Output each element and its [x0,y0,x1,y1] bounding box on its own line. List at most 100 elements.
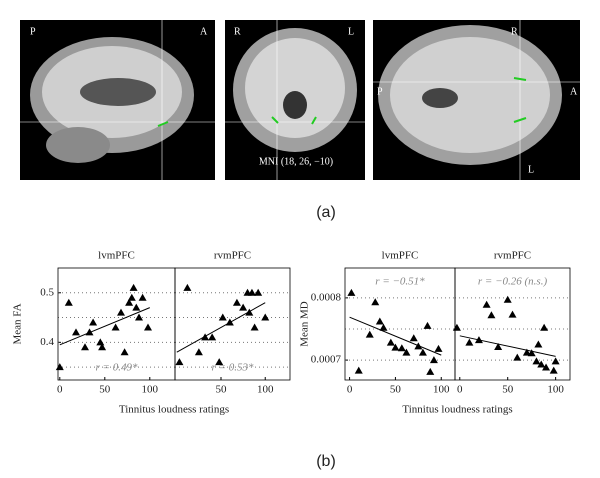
y-tick-label: 0.0008 [311,291,342,303]
annotation: r = 0.53* [212,362,254,374]
orientation-label: R [511,26,518,37]
point [55,363,64,371]
point [127,293,136,301]
point [487,311,496,319]
point [418,348,427,356]
point [540,323,549,331]
point [482,300,491,308]
coronal-image [225,20,365,180]
point [194,348,203,356]
axial-image [373,20,580,180]
point [386,338,395,346]
panel-title: rvmPFC [214,250,251,262]
annotation: r = 0.49* [96,362,138,374]
x-tick-label: 100 [433,384,450,396]
point [426,367,435,375]
point [397,344,406,352]
point [183,283,192,291]
orientation-label: L [528,164,534,175]
x-axis-label: Tinnitus loudness ratings [119,404,229,416]
point [135,313,143,321]
point [81,343,89,351]
point [239,303,248,311]
panel-frame [454,267,571,381]
orientation-label: R [234,26,241,37]
x-tick-label: 0 [347,384,353,396]
point [423,321,432,329]
point [527,349,536,357]
sagittal-image [20,20,215,180]
point [261,313,270,321]
x-tick-label: 100 [257,384,274,396]
point [434,344,443,352]
point [551,357,560,365]
y-tick-label: 0.0007 [311,354,342,366]
point [534,340,543,348]
y-axis-label: Mean MD [299,301,311,347]
coordinates: MNI (18, 26, −10) [259,156,333,167]
point [522,348,531,356]
point [129,283,138,291]
point [250,323,259,331]
point [391,343,400,351]
panel-title: lvmPFC [98,250,135,262]
x-tick-label: 0 [457,384,463,396]
point [354,366,363,374]
orientation-label: A [570,86,578,97]
x-tick-label: 50 [502,384,514,396]
point [371,298,380,306]
point [549,366,558,374]
point [537,360,546,368]
point [542,363,551,371]
x-tick-label: 50 [390,384,402,396]
point [247,288,256,296]
point [96,338,105,346]
point [452,323,461,331]
point [72,328,80,336]
panel-title: lvmPFC [382,250,419,262]
point [208,333,217,341]
x-tick-label: 100 [547,384,564,396]
panel-frame [174,267,291,381]
point [503,295,512,303]
point [402,348,411,356]
point [89,318,98,326]
orientation-label: P [377,86,383,97]
point [465,338,474,346]
y-tick-label: 0.5 [40,286,54,298]
point [494,343,503,351]
point [132,303,141,311]
point [254,288,263,296]
point [365,330,374,338]
fit-line [459,335,556,357]
x-tick-label: 50 [216,384,228,396]
point [175,358,184,366]
orientation-label: P [30,26,36,37]
point [429,356,438,364]
point [120,348,129,356]
panel-label: (b) [316,453,336,470]
point [232,298,241,306]
point [64,298,73,306]
annotation: r = −0.51* [375,276,425,288]
fit-line [176,302,266,353]
point [218,313,227,321]
point [215,358,224,366]
point [98,343,107,351]
point [409,334,418,342]
point [513,353,522,361]
y-tick-label: 0.4 [40,336,54,348]
fit-line [59,307,150,346]
x-tick-label: 50 [99,384,111,396]
point [117,308,125,316]
point [532,357,541,365]
point [111,323,120,331]
annotation: r = −0.26 (n.s.) [478,276,548,288]
panel-title: rvmPFC [494,250,531,262]
point [375,317,384,325]
fit-line [349,316,442,356]
x-tick-label: 100 [142,384,159,396]
orientation-label: L [348,26,354,37]
orientation-label: A [200,26,208,37]
